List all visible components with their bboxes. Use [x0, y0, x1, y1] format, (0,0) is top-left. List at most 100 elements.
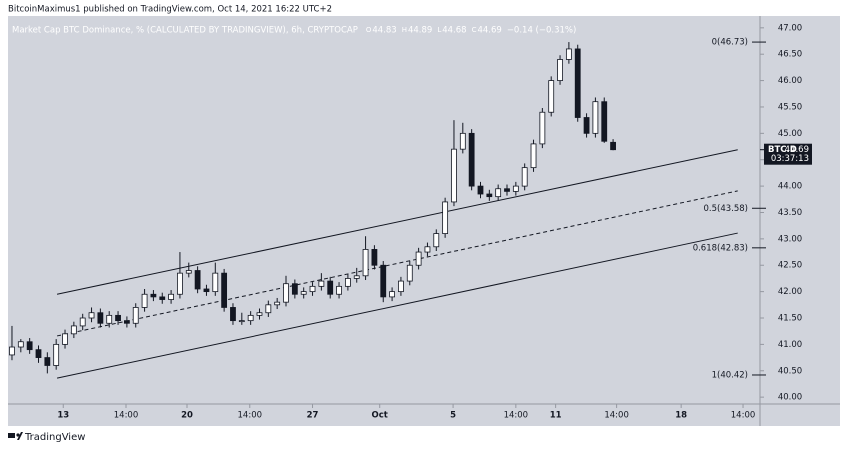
candle-body: [194, 270, 201, 290]
candle-body: [495, 188, 502, 198]
legend-title: Market Cap BTC Dominance, % (CALCULATED …: [12, 26, 358, 36]
y-tick-label: 45.50: [778, 102, 802, 112]
candle-body: [203, 288, 210, 293]
legend-change: −0.14 (−0.31%): [507, 26, 577, 36]
candle-body: [115, 314, 121, 322]
candle-body: [318, 280, 325, 287]
x-tick-label: 14:00: [504, 411, 529, 421]
candle-body: [521, 167, 528, 187]
logo-slash: [17, 432, 23, 440]
legend-value: 44.89: [408, 26, 432, 36]
candle-body: [583, 117, 590, 134]
y-tick-label: 47.00: [778, 23, 802, 33]
candle-body: [274, 301, 281, 306]
legend-key: H: [402, 26, 407, 34]
candle-body: [380, 264, 387, 298]
candle-body: [9, 346, 15, 356]
legend-value: 44.68: [442, 26, 466, 36]
x-tick-label: 11: [550, 411, 562, 421]
candle-body: [574, 48, 581, 118]
candle-body: [291, 283, 298, 295]
fib-level-label: 0(46.73): [712, 38, 748, 48]
x-tick-label: 27: [307, 411, 319, 421]
chart-background: [8, 16, 840, 426]
candle-body: [53, 343, 60, 366]
logo-dot: [16, 433, 20, 437]
price-tag: [764, 143, 812, 165]
legend-key: O: [366, 26, 372, 34]
candle-body: [309, 285, 316, 293]
candle-body: [159, 296, 166, 300]
publish-header: BitcoinMaximus1 published on TradingView…: [8, 5, 332, 15]
candle-body: [336, 285, 342, 295]
price-tag-value: 44.69: [785, 145, 809, 155]
candle-body: [530, 143, 537, 169]
y-tick-label: 40.00: [778, 393, 802, 403]
candle-body: [177, 272, 183, 295]
candle-body: [62, 333, 68, 345]
candle-body: [256, 312, 263, 316]
y-tick-label: 40.50: [778, 366, 802, 376]
y-tick-label: 41.00: [778, 340, 802, 350]
tradingview-logo: [8, 432, 23, 440]
x-tick-label: 13: [57, 411, 69, 421]
candle-body: [230, 307, 236, 322]
candle-body: [459, 132, 466, 150]
candle-body: [265, 304, 272, 314]
x-tick-label: Oct: [372, 411, 388, 421]
candle-body: [477, 185, 484, 195]
fib-level-label: 0.5(43.58): [704, 204, 748, 214]
candle-body: [512, 185, 519, 192]
candle-body: [415, 251, 422, 266]
candle-body: [442, 201, 449, 234]
candle-body: [212, 272, 219, 293]
candle-body: [353, 275, 360, 279]
candle-body: [238, 320, 245, 323]
candle-body: [283, 283, 289, 303]
candle-body: [610, 141, 616, 151]
candle-body: [389, 291, 395, 298]
candle-body: [44, 357, 51, 366]
price-tag-symbol: BTC.D: [768, 145, 797, 155]
candle-body: [221, 272, 228, 308]
y-tick-label: 46.00: [778, 76, 802, 86]
candle-body: [97, 312, 104, 324]
candle-body: [433, 233, 440, 248]
candle-body: [70, 325, 77, 335]
candle-body: [168, 293, 174, 300]
candle-body: [141, 293, 148, 308]
candle-body: [486, 193, 493, 198]
legend-key: C: [472, 26, 477, 34]
y-tick-label: 45.00: [778, 129, 802, 139]
legend-key: L: [437, 26, 441, 34]
y-tick-label: 42.50: [778, 261, 802, 271]
x-tick-label: 20: [181, 411, 193, 421]
candle-body: [504, 188, 510, 192]
candle-body: [300, 291, 307, 295]
candle-body: [371, 249, 378, 266]
candle-body: [17, 341, 24, 348]
candle-body: [398, 280, 404, 293]
candle-body: [132, 307, 139, 324]
candle-body: [424, 246, 431, 253]
candle-body: [468, 132, 475, 187]
legend-value: 44.83: [372, 26, 396, 36]
x-tick-label: 18: [675, 411, 687, 421]
candle-body: [35, 349, 42, 358]
candle-body: [451, 148, 457, 203]
candle-body: [88, 312, 95, 319]
candle-body: [79, 317, 86, 327]
candle-body: [601, 101, 608, 142]
y-tick-label: 44.00: [778, 182, 802, 192]
candle-body: [362, 249, 369, 277]
candle-body: [539, 111, 546, 145]
legend-value: 44.69: [477, 26, 501, 36]
candle-body: [150, 293, 157, 298]
y-tick-label: 42.00: [778, 287, 802, 297]
y-tick-label: 46.50: [778, 50, 802, 60]
legend: Market Cap BTC Dominance, % (CALCULATED …: [12, 26, 576, 36]
candle-body: [344, 278, 351, 287]
x-tick-label: 14:00: [731, 411, 756, 421]
y-tick-label: 43.00: [778, 234, 802, 244]
